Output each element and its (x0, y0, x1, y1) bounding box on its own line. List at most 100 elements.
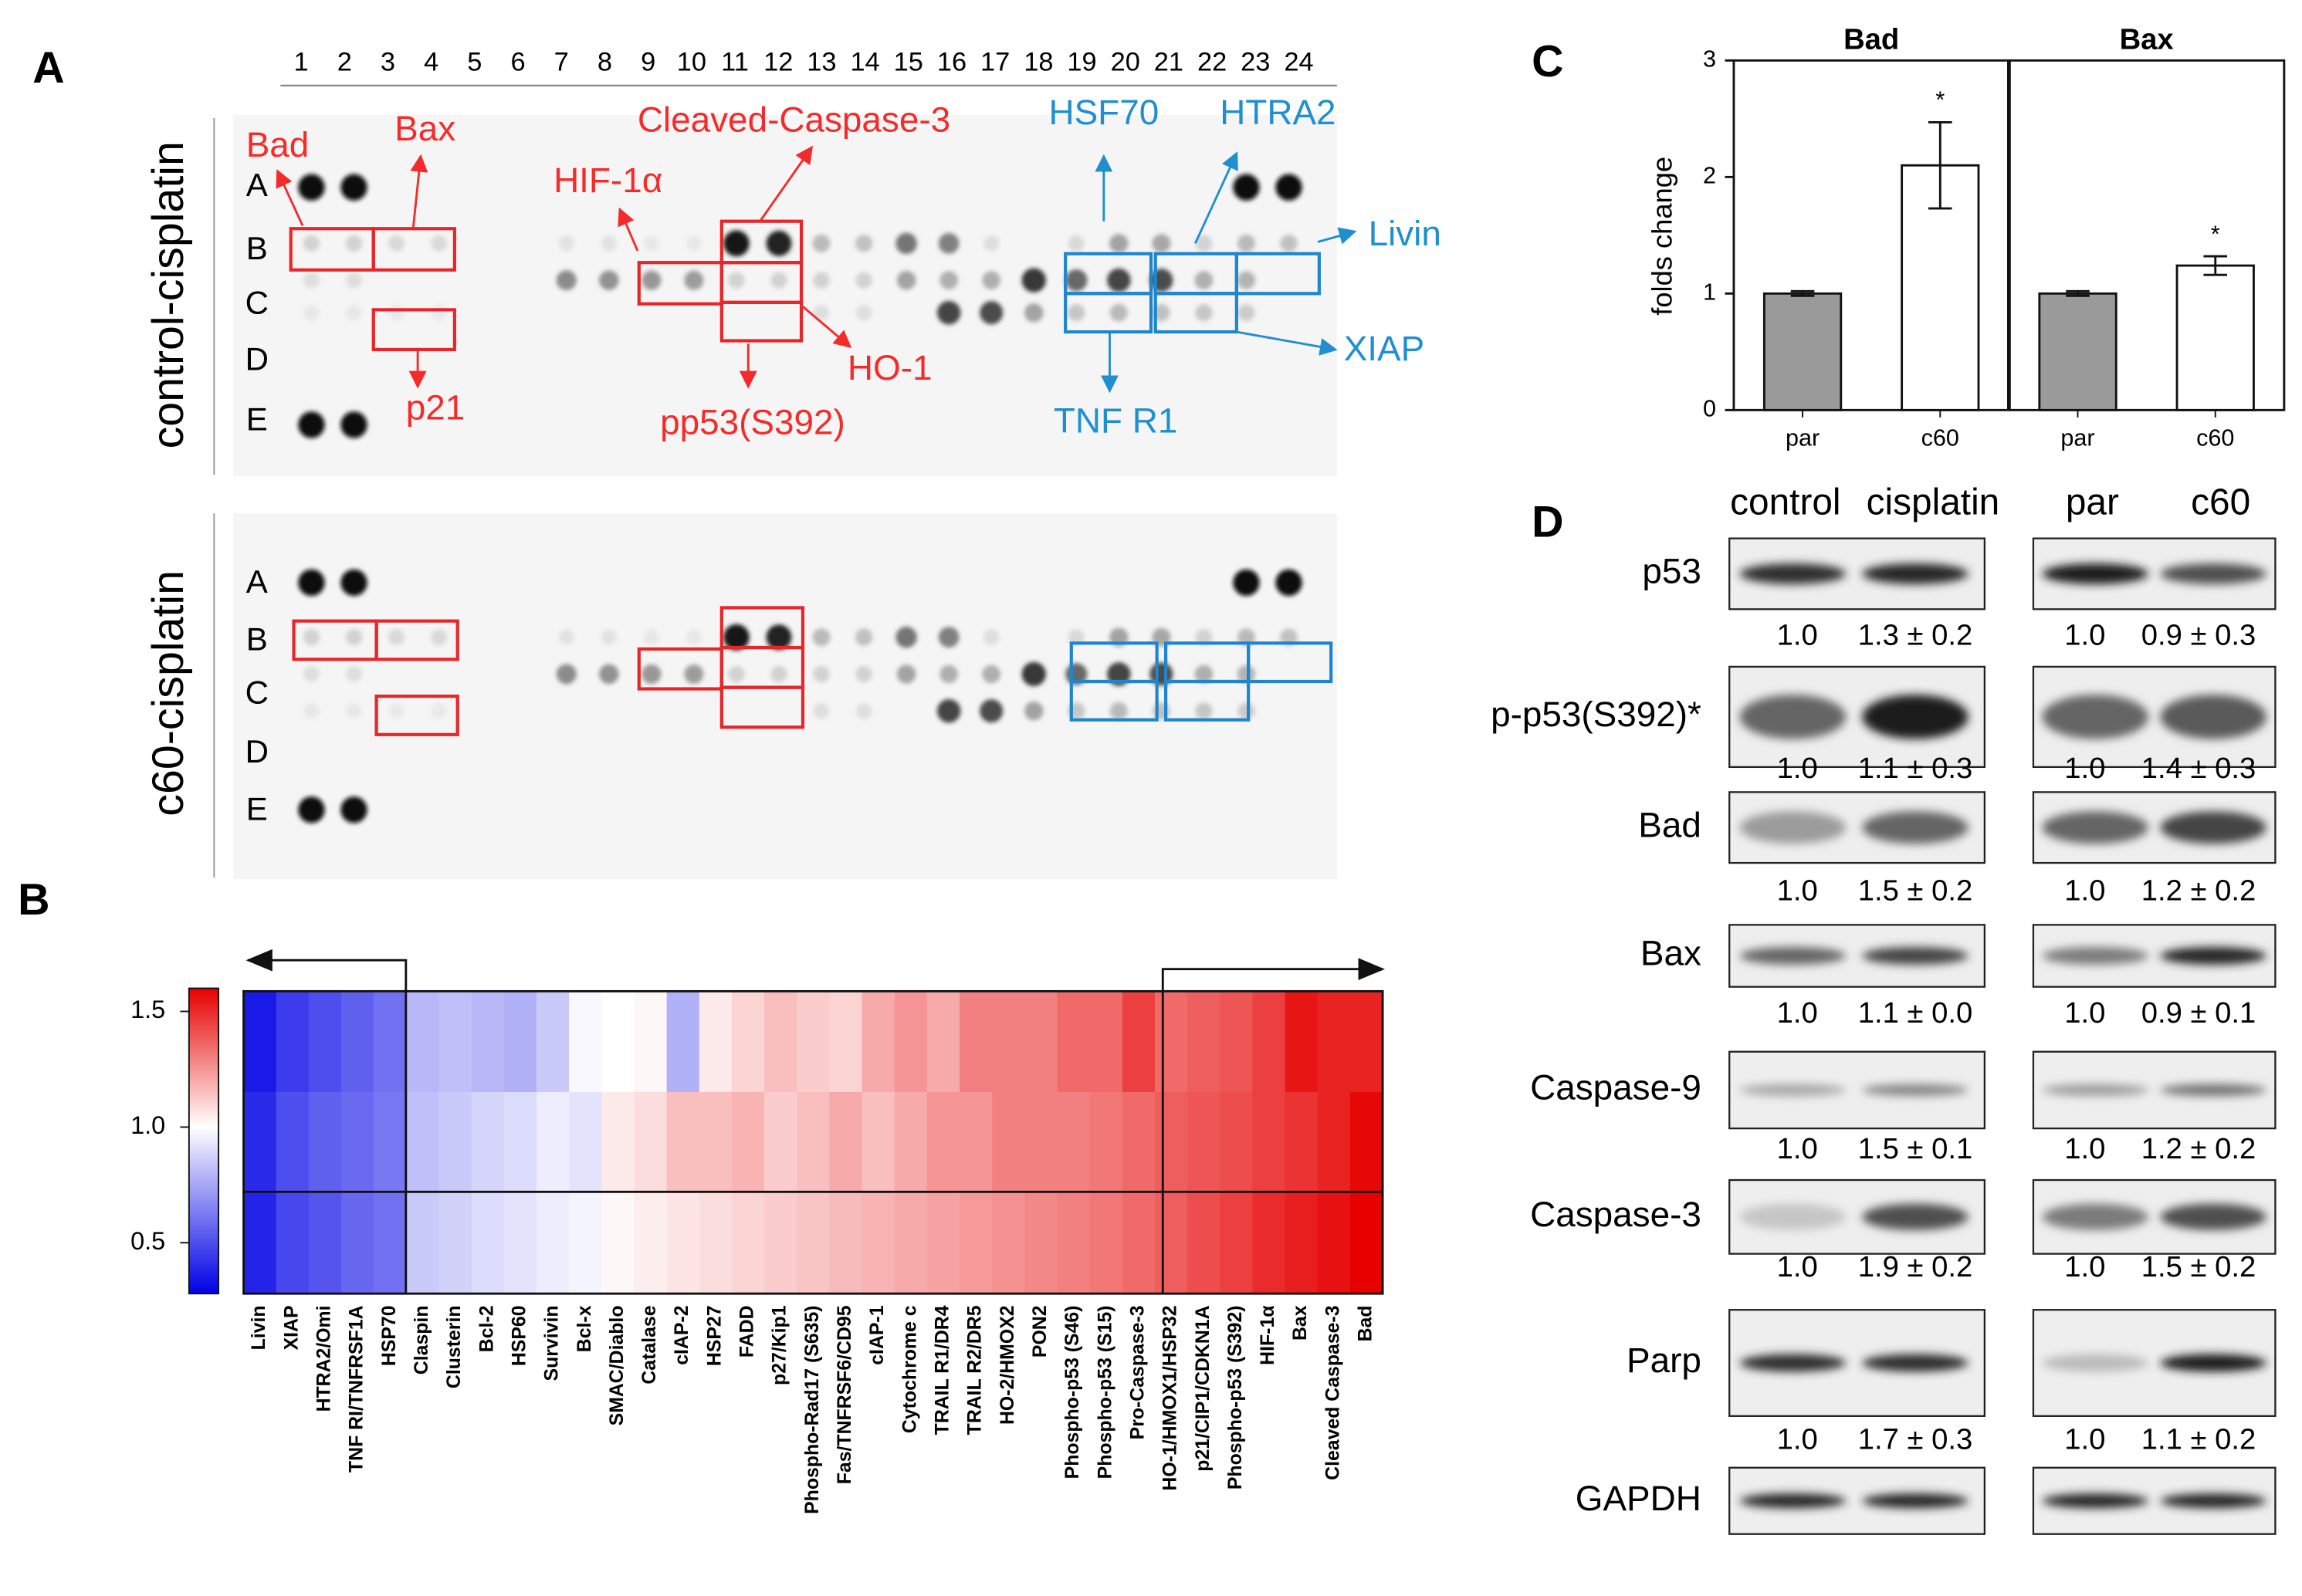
column-label: Bcl-2 (476, 1305, 497, 1352)
column-number: 23 (1241, 47, 1270, 76)
heatmap-cell (406, 1192, 440, 1294)
column-number: 9 (641, 47, 655, 76)
heatmap-cell (797, 1091, 831, 1194)
dot (298, 174, 325, 201)
heatmap-cell (731, 991, 765, 1093)
heatmap-cell (569, 1091, 603, 1194)
heatmap-cell (601, 1091, 635, 1194)
quantification: 1.0 (1777, 1132, 1818, 1165)
heatmap-cell (764, 991, 798, 1093)
band (2042, 563, 2149, 584)
colorbar-tick-label: 0.5 (130, 1227, 165, 1255)
quantification: 1.0 (1777, 996, 1818, 1030)
dot (1021, 268, 1046, 292)
dot (431, 629, 448, 646)
dot (642, 664, 662, 685)
dot (556, 270, 577, 291)
heatmap-cell (1122, 1091, 1156, 1194)
column-number: 14 (850, 47, 879, 76)
column-label: TRAIL R2/DR5 (965, 1305, 986, 1435)
dot (1195, 235, 1213, 252)
colorbar-tick-label: 1.5 (130, 996, 165, 1023)
heatmap-cell (536, 1091, 570, 1194)
band (2160, 1493, 2266, 1509)
dot (1237, 271, 1256, 289)
band (2160, 1354, 2266, 1372)
row-letter: C (245, 674, 269, 710)
arrow (618, 207, 639, 252)
dot (1149, 269, 1173, 292)
dot (303, 628, 320, 646)
arrow (1317, 227, 1357, 245)
band (1862, 563, 1969, 584)
dot (388, 629, 405, 646)
heatmap-cell (926, 1192, 960, 1294)
bar (1762, 292, 1843, 411)
row-letter: A (246, 563, 268, 600)
row-letter: B (246, 621, 268, 658)
heatmap-cell (1285, 1091, 1319, 1194)
heatmap-cell (471, 991, 505, 1093)
band (1739, 1084, 1847, 1097)
dot (303, 272, 320, 289)
band (2160, 695, 2266, 739)
band (2160, 1084, 2266, 1097)
western-blot: control cisplatin par c60 p53 1.0 1.3 ± 0.2 1.0… (1491, 482, 2277, 1535)
heatmap-cell (829, 1091, 863, 1194)
quantification: 1.0 (1777, 1250, 1818, 1283)
dot (936, 698, 961, 723)
heatmap-cell (666, 991, 700, 1093)
heatmap-cell (1057, 991, 1091, 1093)
quantification: 1.5 ± 0.2 (1858, 874, 1972, 907)
heatmap-cell (1089, 991, 1123, 1093)
heatmap-cell (1057, 1091, 1091, 1194)
heatmap-cell (276, 1091, 310, 1194)
quantification: 1.0 (2064, 752, 2105, 785)
dot (723, 624, 750, 651)
dot (855, 665, 872, 683)
heatmap-cell (601, 991, 635, 1093)
x-tick-label: par (1786, 425, 1820, 451)
heatmap-cell (1317, 1091, 1351, 1194)
dot (1021, 661, 1046, 687)
dot (1109, 234, 1129, 253)
column-number: 11 (721, 47, 749, 76)
column-label: TNF RI/TNFRSF1A (347, 1305, 367, 1473)
dot (939, 271, 959, 289)
heatmap-cell (536, 1192, 570, 1294)
dot (1233, 174, 1260, 201)
annotation: Bax (394, 108, 455, 148)
heatmap-cell (699, 991, 733, 1093)
heatmap-cell (1187, 991, 1221, 1093)
band (2160, 811, 2266, 844)
dot (558, 235, 574, 252)
dot (813, 272, 830, 289)
heatmap-cell (862, 1091, 895, 1194)
dot (642, 270, 662, 290)
quantification: 1.0 (2064, 619, 2105, 652)
band (1739, 1493, 1847, 1509)
column-label: Clusterin (444, 1305, 465, 1388)
heatmap-cell (731, 1192, 765, 1294)
dot (388, 305, 405, 321)
column-number: 3 (381, 47, 395, 76)
heatmap-cell (1057, 1192, 1091, 1294)
panel-label: A (32, 43, 64, 93)
error-bar (1790, 289, 1815, 297)
annotation: Cleaved-Caspase-3 (638, 100, 950, 140)
dot (1024, 303, 1044, 323)
dot (340, 174, 367, 201)
heatmap-cell (894, 1091, 928, 1194)
dot (1237, 702, 1255, 720)
dot (303, 235, 320, 252)
heatmap-cell (341, 991, 374, 1093)
band (2042, 695, 2149, 739)
heatmap-cell (764, 1091, 798, 1194)
dot (766, 624, 792, 651)
heatmap-cell (1252, 1192, 1286, 1294)
colorbar-tick-label: 1.0 (130, 1111, 165, 1139)
annotation: HIF-1α (553, 160, 662, 200)
heatmap-cell (438, 1192, 472, 1294)
dot (1107, 268, 1131, 292)
band (1739, 1203, 1847, 1231)
